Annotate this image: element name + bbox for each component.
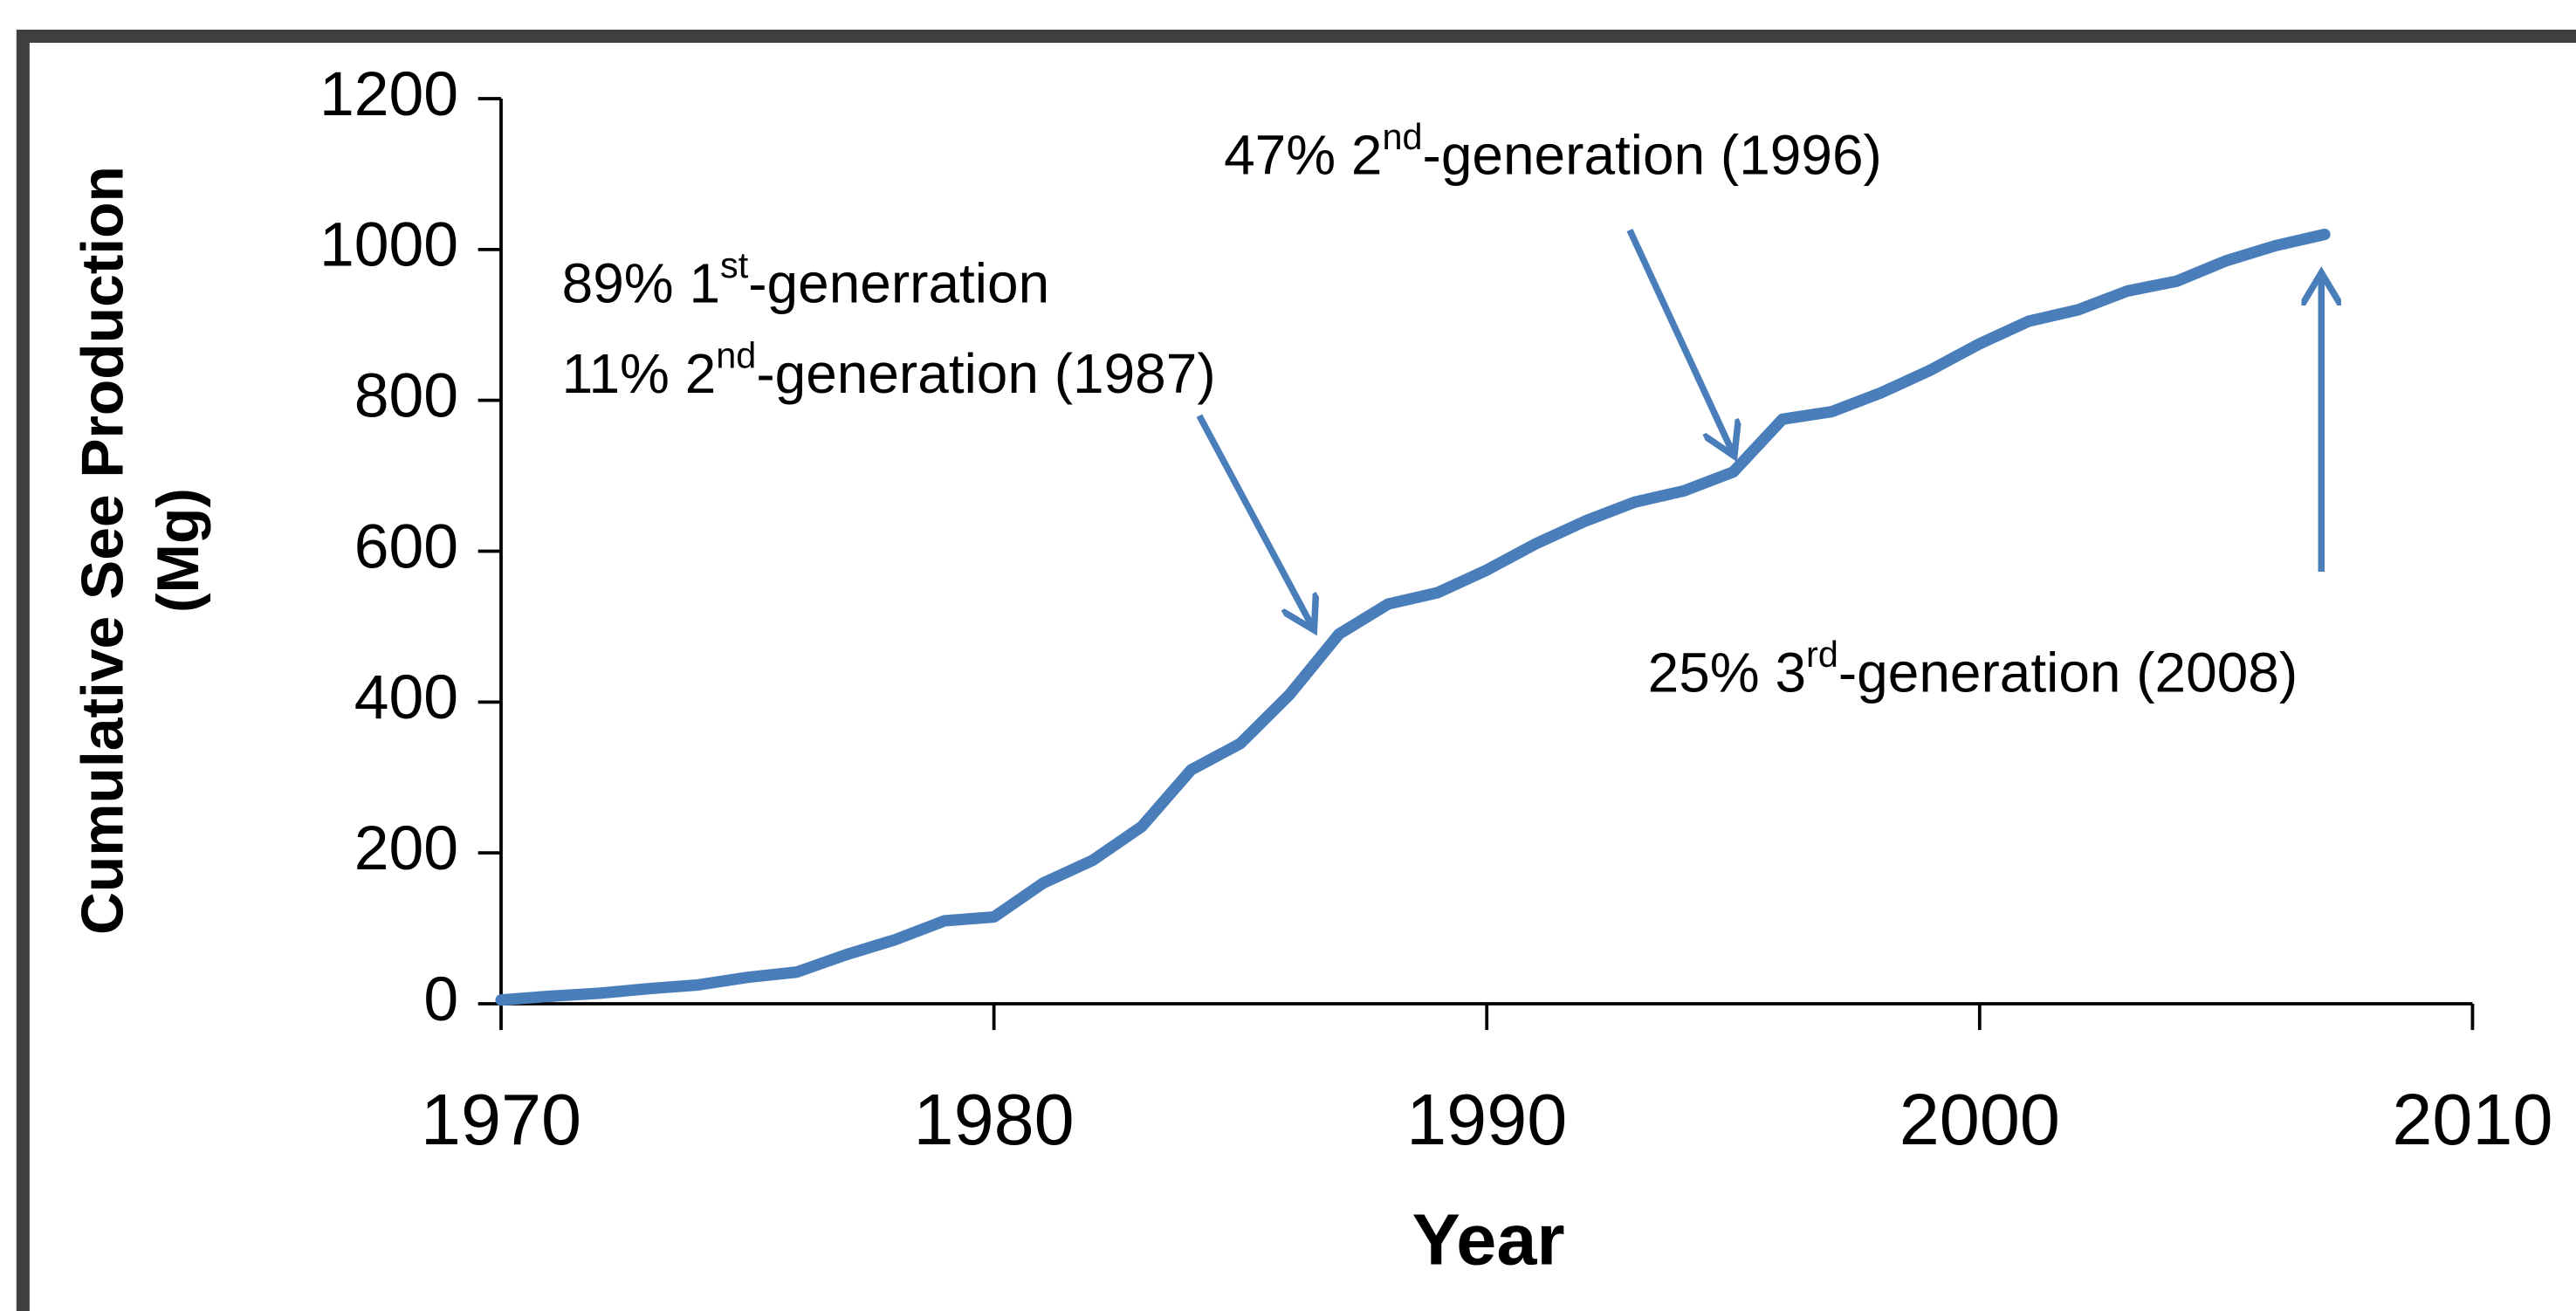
frame: [16, 29, 2576, 1311]
y-tick-label: 800: [354, 361, 458, 431]
annotation-text: 89% 1: [562, 251, 720, 314]
y-axis-title-line: Cumulative See Production: [70, 166, 135, 935]
annotation-text: -generation (1996): [1423, 124, 1882, 187]
annotation-superscript: st: [720, 245, 749, 285]
annotation: 47% 2nd-generation (1996): [1224, 117, 1882, 187]
annotation-superscript: nd: [1382, 117, 1422, 157]
annotation-text: -generation (2008): [1838, 641, 2298, 704]
y-tick-label: 200: [354, 813, 458, 883]
annotation-text: 47% 2: [1224, 124, 1382, 187]
annotation-text: 11% 2: [562, 342, 717, 405]
annotation-superscript: rd: [1806, 635, 1838, 675]
annotation: 25% 3rd-generation (2008): [1648, 635, 2298, 704]
x-tick-label: 2000: [1899, 1079, 2060, 1160]
annotation-arrow: [1196, 414, 1311, 624]
y-tick-label: 1200: [319, 59, 458, 129]
annotation-text: 25% 3: [1648, 641, 1806, 704]
x-tick-label: 1980: [914, 1079, 1075, 1160]
annotation-text: -generration: [748, 251, 1049, 314]
annotation-arrow: [1626, 228, 1732, 450]
annotation-text: -generation (1987): [756, 342, 1215, 405]
annotation-superscript: nd: [716, 335, 756, 375]
annotation: 11% 2nd-generation (1987): [562, 335, 1216, 405]
data-line: [495, 228, 2331, 1006]
annotation: 89% 1st-generration: [562, 245, 1050, 315]
x-tick-label: 2010: [2392, 1079, 2552, 1160]
y-tick-label: 400: [354, 662, 458, 732]
y-tick-label: 1000: [319, 210, 458, 280]
y-tick-label: 600: [354, 511, 458, 581]
x-tick-label: 1990: [1406, 1079, 1567, 1160]
x-axis-title: Year: [1412, 1199, 1565, 1280]
x-tick-label: 1970: [421, 1079, 581, 1160]
y-tick-label: 0: [423, 964, 458, 1034]
y-axis-title: Cumulative See Production (Mg): [70, 166, 211, 935]
y-axis-title-line: (Mg): [146, 488, 211, 613]
